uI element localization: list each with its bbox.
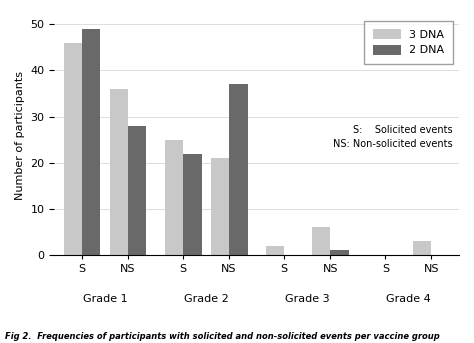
Text: Fig 2.  Frequencies of participants with solicited and non-solicited events per : Fig 2. Frequencies of participants with …: [5, 332, 439, 341]
Bar: [413, 241, 431, 255]
Legend: 3 DNA, 2 DNA: 3 DNA, 2 DNA: [364, 21, 454, 64]
Text: S:    Solicited events
NS: Non-solicited events: S: Solicited events NS: Non-solicited ev…: [333, 126, 453, 150]
Bar: [211, 158, 229, 255]
Text: Grade 3: Grade 3: [285, 294, 329, 304]
Bar: [64, 43, 82, 255]
Text: Grade 1: Grade 1: [82, 294, 128, 304]
Y-axis label: Number of participants: Number of participants: [15, 71, 25, 200]
Bar: [183, 154, 201, 255]
Bar: [229, 84, 247, 255]
Bar: [165, 140, 183, 255]
Bar: [82, 29, 100, 255]
Bar: [109, 89, 128, 255]
Bar: [330, 250, 349, 255]
Text: Grade 4: Grade 4: [386, 294, 431, 304]
Text: Grade 2: Grade 2: [184, 294, 228, 304]
Bar: [266, 246, 284, 255]
Bar: [312, 227, 330, 255]
Bar: [128, 126, 146, 255]
